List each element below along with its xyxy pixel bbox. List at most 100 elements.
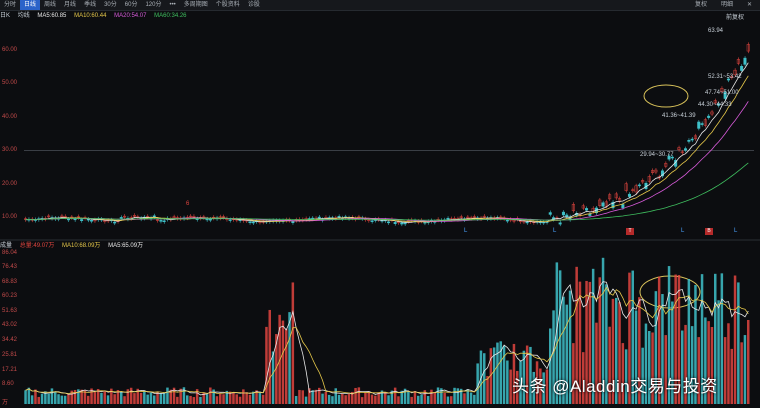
volume-ma-bar: 成量 总量:49.07万 MA10:68.09万 MA5:65.09万 [0, 241, 760, 251]
period-tab[interactable]: ••• [169, 2, 176, 8]
volume-bar [704, 317, 707, 404]
period-tab[interactable]: 个股资料 [215, 2, 240, 8]
volume-bar [129, 387, 133, 404]
close-icon[interactable]: ✕ [746, 2, 752, 8]
volume-bar [113, 394, 116, 404]
event-badge[interactable]: B [705, 228, 713, 235]
ma60-line [25, 162, 749, 221]
volume-bar [133, 393, 136, 404]
candle [720, 88, 724, 92]
volume-bar [674, 274, 677, 404]
period-tab[interactable]: 季线 [84, 2, 97, 8]
volume-bar [176, 396, 179, 404]
volume-bar [318, 387, 321, 404]
candle [581, 205, 585, 209]
volume-bar [654, 291, 658, 404]
event-marker[interactable]: L [734, 228, 738, 234]
volume-bar [605, 284, 608, 404]
ma10-value: MA10:60.44 [74, 13, 107, 19]
volume-bar [710, 326, 714, 404]
volume-bar [466, 389, 469, 404]
event-marker[interactable]: L [681, 228, 685, 234]
period-tab[interactable]: 30分 [104, 2, 117, 8]
period-tab[interactable]: 周线 [44, 2, 57, 8]
volume-bar [723, 337, 727, 404]
candle [660, 170, 664, 177]
volume-bar [400, 390, 403, 404]
volume-bar [321, 393, 324, 404]
candle [700, 123, 704, 125]
volume-bar [192, 397, 196, 404]
volume-bar [50, 388, 54, 404]
volume-bar [360, 397, 364, 404]
period-tab[interactable]: 月线 [64, 2, 77, 8]
volume-bar [681, 330, 684, 404]
volume-bar [578, 281, 582, 404]
candle [611, 201, 615, 209]
candle [370, 220, 374, 222]
volume-bar [136, 388, 139, 404]
volume-bar [291, 282, 295, 404]
candle [598, 199, 602, 206]
candle [172, 216, 176, 218]
volume-bar [153, 395, 156, 404]
period-tab[interactable]: 120分 [145, 2, 162, 8]
volume-bar [37, 396, 40, 404]
period-tab[interactable]: 日线 [20, 0, 41, 10]
period-tab[interactable]: 多周期图 [183, 2, 208, 8]
period-tab[interactable]: 60分 [124, 2, 138, 8]
volume-bar [245, 392, 248, 404]
candle [717, 103, 721, 106]
volume-bar [733, 275, 737, 404]
candle [156, 219, 160, 221]
volume-bar [677, 274, 681, 404]
candle [654, 169, 658, 173]
volume-bar [159, 393, 163, 404]
volume-bar [63, 395, 67, 404]
volume-bar [483, 353, 486, 404]
volume-bar [149, 392, 153, 404]
volume-bar [555, 262, 559, 404]
volume-bar [281, 320, 285, 404]
event-badge[interactable]: T [626, 228, 634, 235]
candle [228, 219, 232, 221]
volume-bar [261, 394, 265, 404]
candle [505, 219, 509, 222]
candle [123, 215, 127, 218]
y-tick: 40.00 [2, 114, 18, 120]
adjust-label: 前复权 [725, 15, 744, 21]
vol-ma10: MA10:68.09万 [62, 243, 101, 249]
event-marker[interactable]: L [464, 228, 468, 234]
volume-bar [628, 272, 631, 404]
candle [472, 216, 476, 218]
candle [103, 220, 107, 222]
candle [446, 217, 450, 220]
vol-ma10-line [25, 286, 749, 394]
candle [713, 100, 717, 104]
event-marker[interactable]: L [553, 228, 557, 234]
period-tabs: 分时 日线 周线 月线 季线 30分 60分 120分 ••• 多周期图 个股资料 诊股 [0, 0, 264, 10]
volume-bar [357, 387, 361, 404]
detail-button[interactable]: 明细 [720, 2, 733, 8]
volume-total: 总量:49.07万 [19, 243, 55, 249]
candle [423, 221, 427, 224]
volume-bar [314, 389, 318, 404]
volume-bar [212, 389, 215, 404]
candle [189, 215, 193, 218]
volume-bar [403, 388, 407, 404]
volume-bar [222, 394, 225, 404]
candle [86, 218, 90, 221]
adjust-button[interactable]: 复权 [694, 2, 707, 8]
candle [80, 219, 84, 222]
volume-bar [532, 371, 535, 404]
vol-tick: 60.23 [2, 293, 18, 299]
volume-bar [436, 387, 440, 404]
volume-bar [60, 395, 64, 404]
volume-bar [80, 389, 83, 404]
volume-bar [473, 394, 476, 404]
volume-bar [519, 360, 522, 404]
volume-bar [370, 394, 374, 404]
period-tab[interactable]: 分时 [4, 2, 17, 8]
period-tab[interactable]: 诊股 [247, 2, 260, 8]
volume-bar [228, 391, 232, 404]
